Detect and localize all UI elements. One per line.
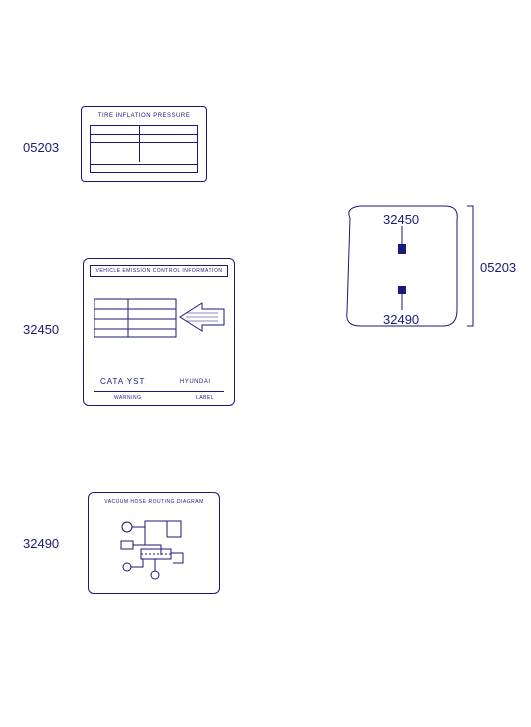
hood-part-32450: 32450 [383, 212, 419, 227]
emission-footer-right: LABEL [196, 395, 214, 401]
emission-footer-rule [94, 391, 224, 392]
part-number-05203-left: 05203 [23, 140, 59, 155]
tire-pressure-table [90, 125, 198, 173]
tire-pressure-label: TIRE INFLATION PRESSURE [81, 106, 207, 182]
hood-part-32490: 32490 [383, 312, 419, 327]
emission-header-bar: VEHICLE EMISSION CONTROL INFORMATION [90, 265, 228, 277]
emission-body [94, 295, 224, 357]
emission-brand: HYUNDAI [180, 379, 211, 385]
emission-catalyst: CATA YST [100, 377, 145, 386]
vacuum-hose-label: VACUUM HOSE ROUTING DIAGRAM [88, 492, 220, 594]
emission-footer-left: WARNING [114, 395, 141, 401]
part-number-32490-left: 32490 [23, 536, 59, 551]
emission-control-label: VEHICLE EMISSION CONTROL INFORMATION CAT… [83, 258, 235, 406]
vacuum-hose-title: VACUUM HOSE ROUTING DIAGRAM [89, 497, 219, 507]
emission-title: VEHICLE EMISSION CONTROL INFORMATION [96, 266, 223, 276]
vacuum-schematic [113, 515, 197, 585]
tire-pressure-title: TIRE INFLATION PRESSURE [82, 111, 206, 121]
part-number-32450-left: 32450 [23, 322, 59, 337]
hood-part-05203-right: 05203 [480, 260, 516, 275]
